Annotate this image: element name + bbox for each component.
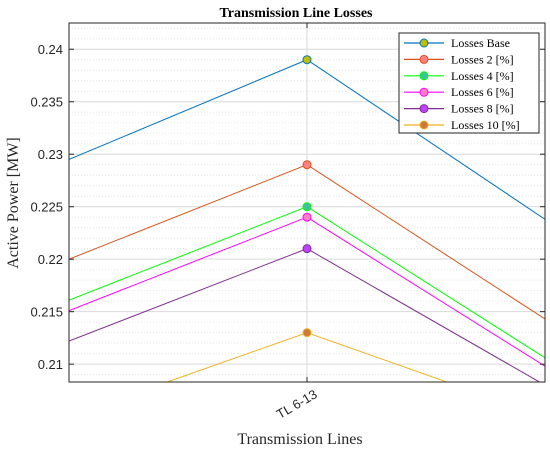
y-axis-ticks: 0.21 0.215 0.22 0.225 0.23 0.235 0.24 (30, 42, 545, 372)
x-tick-label: TL 6-13 (274, 387, 320, 422)
chart-title: Transmission Line Losses (220, 6, 374, 21)
legend-label: Losses 6 [%] (451, 85, 514, 99)
y-tick-label: 0.215 (30, 305, 63, 320)
y-tick-label: 0.21 (38, 357, 63, 372)
x-axis-label: Transmission Lines (237, 431, 362, 448)
x-axis-ticks: TL 6-13 (274, 23, 320, 422)
legend: Losses Base Losses 2 [%] Losses 4 [%] Losse… (398, 32, 540, 134)
legend-label: Losses 4 [%] (451, 69, 514, 83)
y-axis-label: Active Power [MW] (5, 137, 22, 269)
legend-label: Losses 2 [%] (451, 52, 514, 66)
data-point-marker (302, 160, 312, 170)
legend-marker (419, 54, 429, 64)
legend-marker (419, 87, 429, 97)
legend-marker (419, 38, 429, 48)
data-point-marker (302, 328, 312, 338)
legend-marker (419, 71, 429, 81)
y-tick-label: 0.23 (38, 147, 63, 162)
data-point-marker (302, 202, 312, 212)
legend-label: Losses Base (451, 36, 510, 50)
y-tick-label: 0.22 (38, 252, 63, 267)
y-tick-label: 0.235 (30, 95, 63, 110)
legend-label: Losses 8 [%] (451, 102, 514, 116)
data-point-marker (302, 55, 312, 65)
data-point-marker (302, 212, 312, 222)
legend-label: Losses 10 [%] (451, 118, 520, 132)
legend-box (398, 32, 540, 134)
data-point-marker (302, 244, 312, 254)
y-tick-label: 0.24 (38, 42, 63, 57)
y-tick-label: 0.225 (30, 200, 63, 215)
series-markers (302, 55, 312, 338)
legend-marker (419, 104, 429, 114)
legend-marker (419, 120, 429, 130)
